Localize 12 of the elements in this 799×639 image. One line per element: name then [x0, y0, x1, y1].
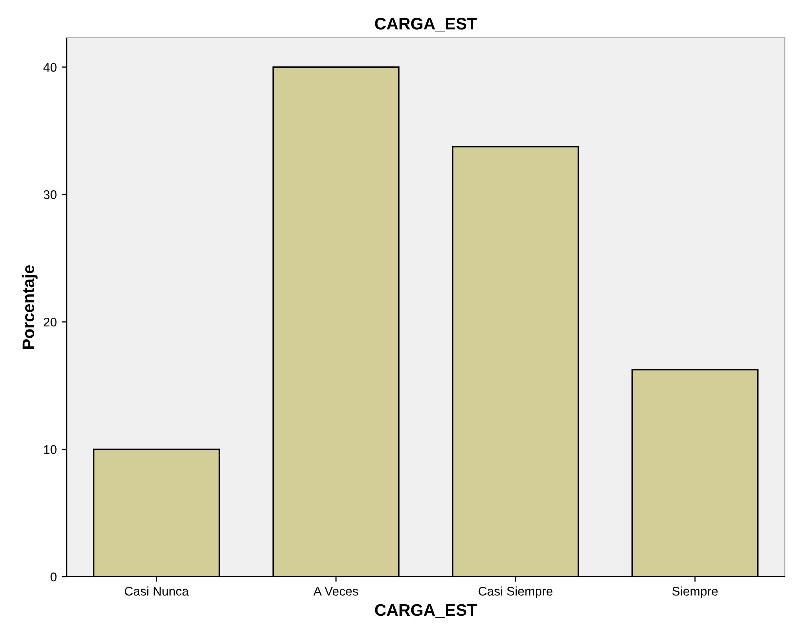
x-axis-title: CARGA_EST [375, 604, 478, 618]
y-tick-label: 40 [44, 63, 57, 72]
x-tick-label: Casi Siempre [478, 586, 553, 598]
y-tick-label: 0 [50, 572, 57, 582]
x-tick-label: A Veces [314, 587, 358, 596]
y-tick-label: 30 [44, 190, 57, 200]
chart-title: CARGA_EST [375, 18, 478, 32]
y-axis-title: Porcentaje [22, 265, 38, 349]
x-tick-label: Siempre [672, 586, 718, 598]
y-tick-label: 20 [44, 318, 57, 327]
y-tick-label: 10 [44, 445, 57, 454]
x-tick-label: Casi Nunca [125, 586, 190, 596]
